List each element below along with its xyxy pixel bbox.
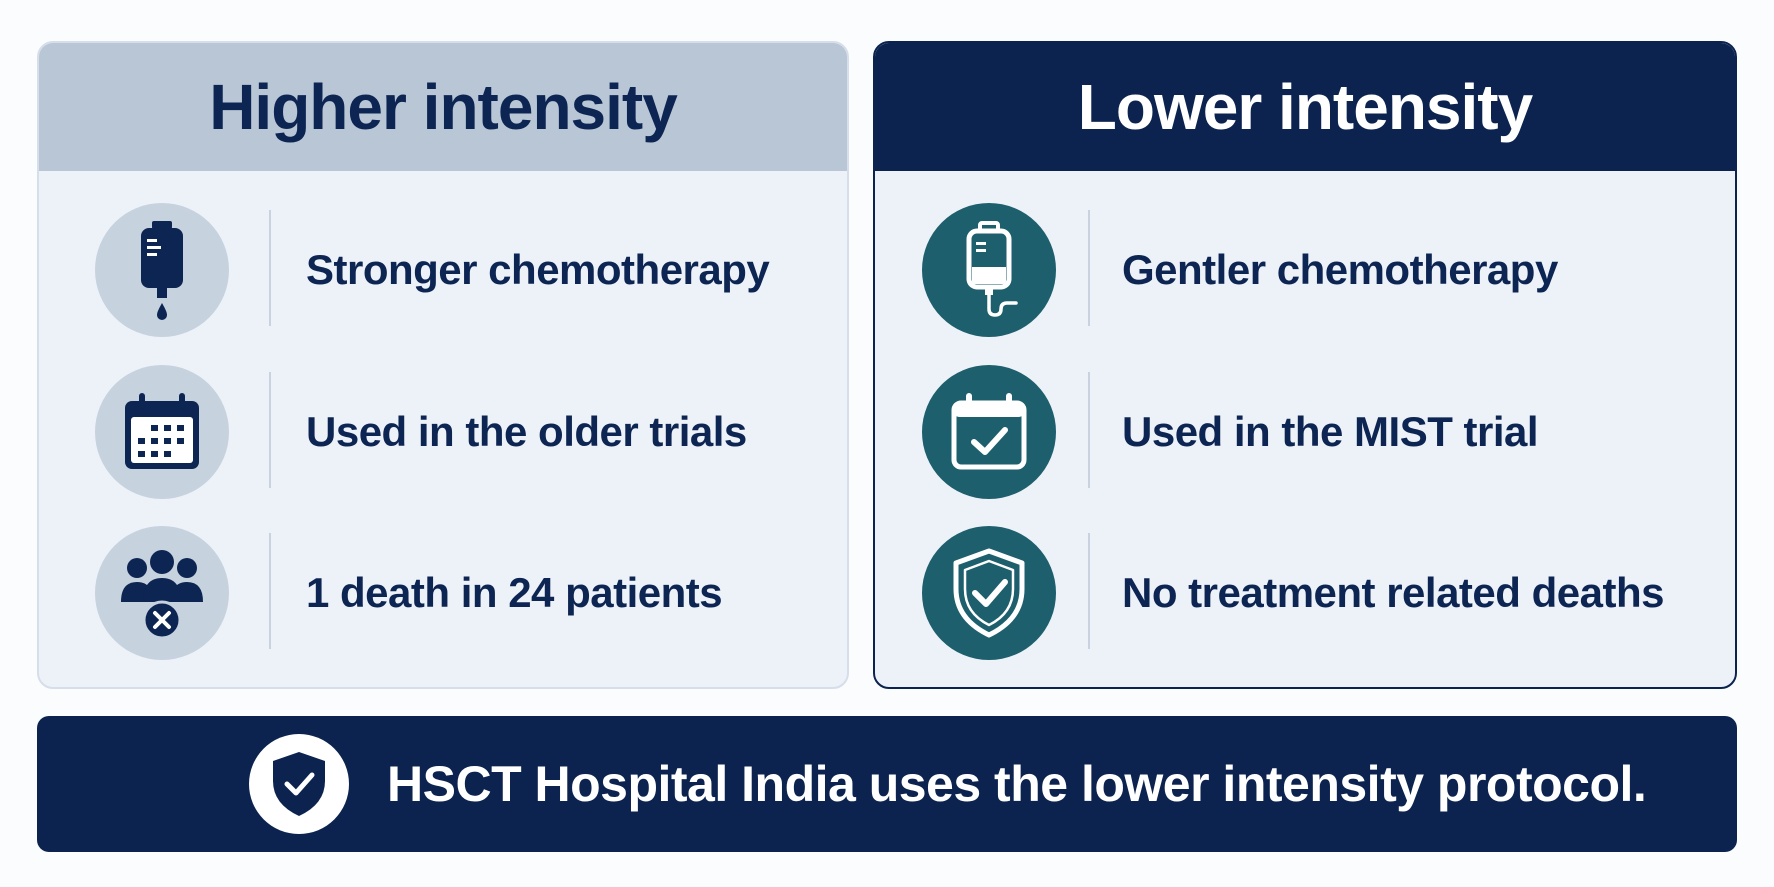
higher-row-trials: Used in the older trials <box>39 362 847 502</box>
row-divider <box>1088 210 1090 326</box>
calendar-check-icon <box>922 365 1056 499</box>
lower-intensity-panel: Lower intensity Gentler chemotherapy <box>873 41 1737 689</box>
shield-check-icon <box>249 734 349 834</box>
lower-row-trials: Used in the MIST trial <box>875 362 1735 502</box>
lower-row-label: No treatment related deaths <box>1122 569 1664 616</box>
iv-drip-bag-icon <box>95 203 229 337</box>
higher-row-label: 1 death in 24 patients <box>306 569 723 616</box>
higher-intensity-panel: Higher intensity Stronger chemotherapy <box>37 41 849 689</box>
conclusion-text: HSCT Hospital India uses the lower inten… <box>387 756 1647 812</box>
row-divider <box>269 372 271 488</box>
conclusion-banner: HSCT Hospital India uses the lower inten… <box>37 716 1737 852</box>
iv-bag-tube-icon <box>922 203 1056 337</box>
row-divider <box>1088 533 1090 649</box>
patients-x-icon <box>95 526 229 660</box>
higher-intensity-title: Higher intensity <box>39 43 847 171</box>
shield-check-icon <box>922 526 1056 660</box>
lower-row-chemotherapy: Gentler chemotherapy <box>875 200 1735 340</box>
row-divider <box>269 210 271 326</box>
higher-row-label: Stronger chemotherapy <box>306 246 770 293</box>
lower-intensity-title: Lower intensity <box>875 43 1735 171</box>
higher-row-label: Used in the older trials <box>306 408 747 455</box>
higher-row-deaths: 1 death in 24 patients <box>39 523 847 663</box>
lower-row-deaths: No treatment related deaths <box>875 523 1735 663</box>
calendar-icon <box>95 365 229 499</box>
lower-row-label: Gentler chemotherapy <box>1122 246 1558 293</box>
row-divider <box>1088 372 1090 488</box>
higher-row-chemotherapy: Stronger chemotherapy <box>39 200 847 340</box>
row-divider <box>269 533 271 649</box>
lower-row-label: Used in the MIST trial <box>1122 408 1539 455</box>
